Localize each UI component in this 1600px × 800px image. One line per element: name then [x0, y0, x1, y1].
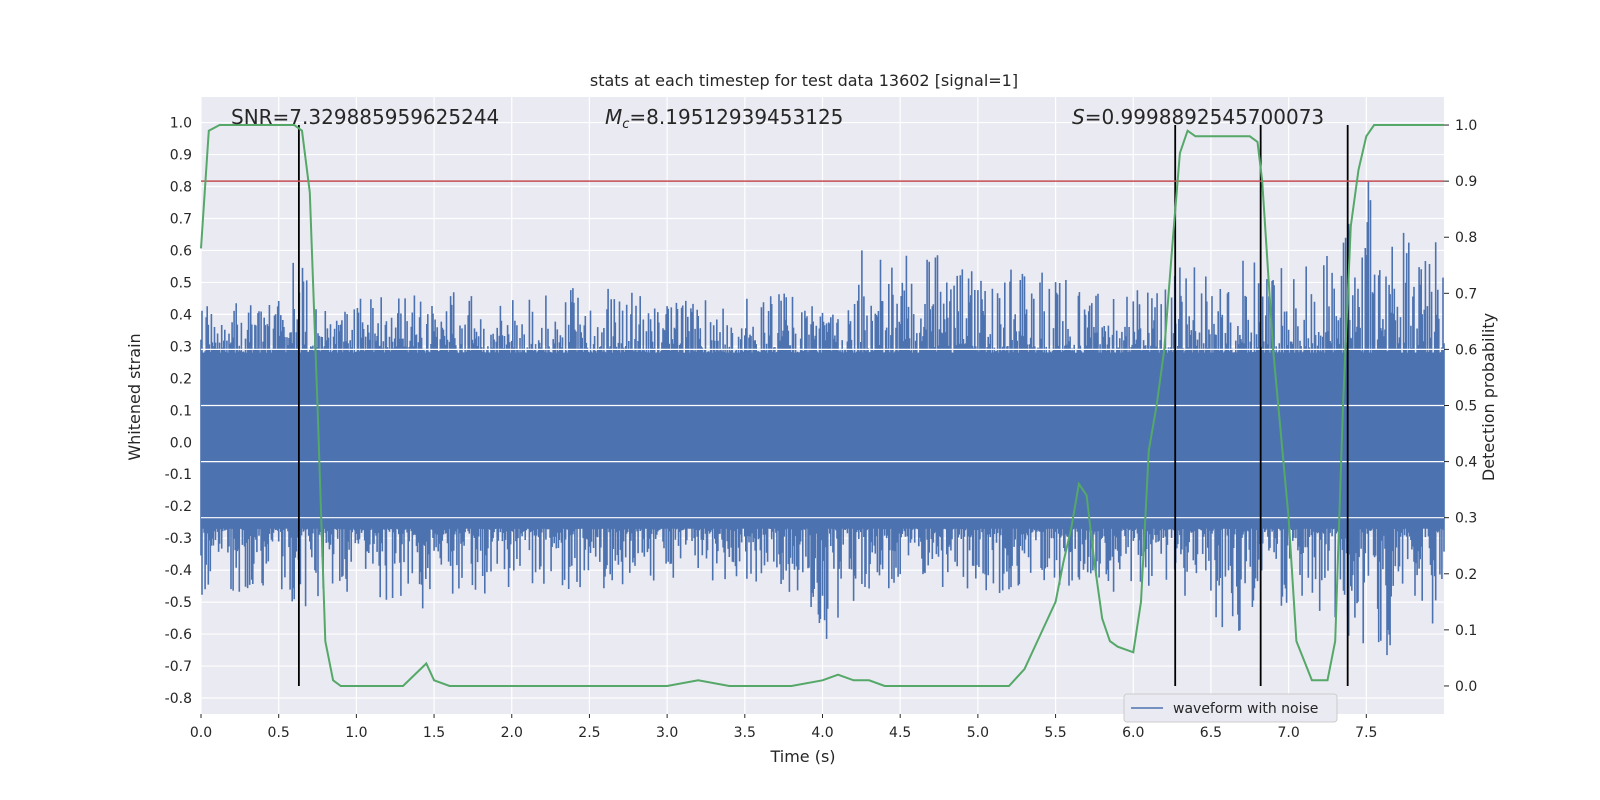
- legend-box: [1123, 693, 1338, 723]
- x-tick-label: 3.5: [734, 725, 756, 741]
- x-tick-label: 2.0: [501, 725, 523, 741]
- x-tick-label: 0.5: [268, 725, 290, 741]
- y2-tick-label: 0.2: [1455, 567, 1477, 583]
- s-value: =0.9998892545700073: [1085, 105, 1324, 129]
- x-tick-label: 5.5: [1044, 725, 1066, 741]
- y-axis-label: Whitened strain: [125, 333, 144, 460]
- y-tick-label: 0.5: [170, 275, 192, 291]
- y-tick-label: 0.8: [170, 180, 192, 196]
- chirp-mass-annotation: Mc=8.19512939453125: [605, 105, 843, 132]
- x-tick-label: 3.0: [656, 725, 678, 741]
- y2-tick-label: 0.5: [1455, 399, 1477, 415]
- x-tick-label: 2.5: [578, 725, 600, 741]
- x-tick-labels: 0.0 0.5 1.0 1.5 2.0 2.5 3.0 3.5 4.0 4.5 5.0 5.5 6.0 6…: [190, 714, 1377, 741]
- y-tick-labels: 1.0 0.9 0.8 0.7 0.6 0.5 0.4 0.3 0.2 0.1 0.0 -0.1 -0.…: [165, 116, 192, 707]
- snr-annotation: SNR=7.329885959625244: [231, 105, 499, 129]
- y2-tick-label: 0.0: [1455, 679, 1477, 695]
- y-tick-label: -0.6: [165, 627, 192, 643]
- y-tick-label: 0.2: [170, 371, 192, 387]
- y-tick-label: -0.8: [165, 691, 192, 707]
- y-tick-label: 0.0: [170, 435, 192, 451]
- x-tick-label: 1.5: [423, 725, 445, 741]
- y-tick-label: 0.4: [170, 307, 192, 323]
- y-tick-label: 0.7: [170, 211, 192, 227]
- x-tick-label: 7.0: [1277, 725, 1299, 741]
- y2-tick-label: 1.0: [1455, 118, 1477, 134]
- y-tick-label: 0.6: [170, 243, 192, 259]
- y2-tick-label: 0.8: [1455, 230, 1477, 246]
- s-annotation: S=0.9998892545700073: [1072, 105, 1324, 129]
- waveform-core-band: [201, 352, 1444, 529]
- x-tick-label: 7.5: [1355, 725, 1377, 741]
- y2-axis-label: Detection probability: [1479, 313, 1498, 481]
- y-tick-label: 0.9: [170, 148, 192, 164]
- y-tick-label: -0.5: [165, 595, 192, 611]
- y2-tick-label: 0.9: [1455, 174, 1477, 190]
- y-tick-label: -0.3: [165, 531, 192, 547]
- chirp-mass-symbol: M: [605, 105, 622, 129]
- x-axis-label: Time (s): [769, 747, 835, 766]
- y2-tick-label: 0.4: [1455, 455, 1477, 471]
- y-tick-label: 0.1: [170, 403, 192, 419]
- y2-tick-label: 0.7: [1455, 286, 1477, 302]
- legend-label: waveform with noise: [1173, 701, 1318, 717]
- chirp-mass-subscript: c: [622, 117, 629, 132]
- x-tick-label: 1.0: [345, 725, 367, 741]
- chirp-mass-value: =8.19512939453125: [629, 105, 843, 129]
- s-symbol: S: [1072, 105, 1085, 129]
- waveform-series: [200, 181, 1445, 656]
- x-tick-label: 4.0: [811, 725, 833, 741]
- y-tick-label: 1.0: [170, 116, 192, 132]
- x-tick-label: 4.5: [889, 725, 911, 741]
- x-tick-label: 0.0: [190, 725, 212, 741]
- y-tick-label: -0.7: [165, 659, 192, 675]
- y-tick-label: -0.4: [165, 563, 192, 579]
- y-tick-label: 0.3: [170, 339, 192, 355]
- x-tick-label: 5.0: [967, 725, 989, 741]
- y-tick-label: -0.2: [165, 499, 192, 515]
- y2-tick-labels: 1.0 0.9 0.8 0.7 0.6 0.5 0.4 0.3 0.2 0.1 0.0: [1444, 118, 1477, 695]
- y2-tick-label: 0.3: [1455, 511, 1477, 527]
- detection-probability-line: [200, 124, 1444, 687]
- legend: waveform with noise: [1123, 693, 1338, 723]
- y2-tick-label: 0.6: [1455, 342, 1477, 358]
- x-tick-label: 6.0: [1122, 725, 1144, 741]
- y2-tick-label: 0.1: [1455, 623, 1477, 639]
- y-tick-label: -0.1: [165, 467, 192, 483]
- chart-title: stats at each timestep for test data 136…: [590, 71, 1018, 90]
- x-tick-label: 6.5: [1200, 725, 1222, 741]
